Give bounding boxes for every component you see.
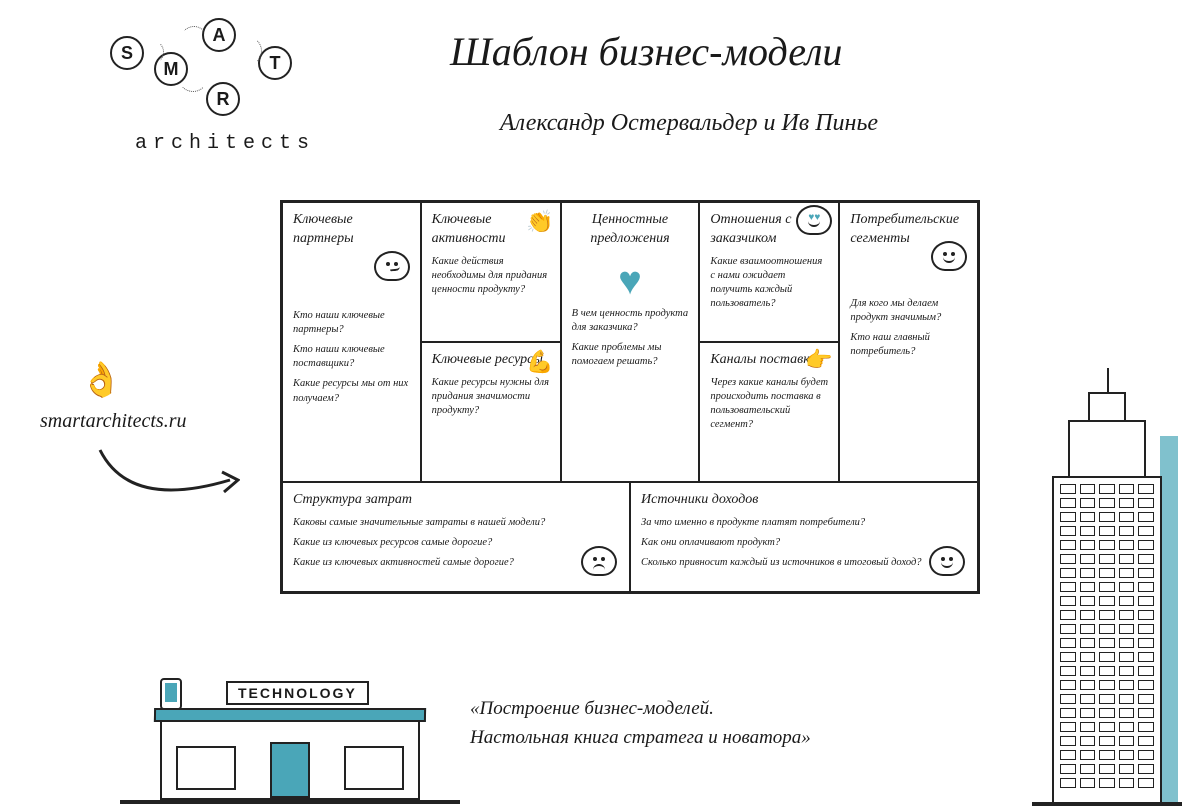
revenue-q3: Сколько привносит каждый из источников в… [641,556,967,570]
partners-q3: Какие ресурсы мы от них получаем? [293,377,410,405]
costs-title: Структура затрат [293,491,619,510]
cell-relations: Отношения с заказчиком Какие взаимоотнош… [699,202,839,342]
costs-q3: Какие из ключевых активностей самые доро… [293,556,619,570]
logo-letter-t: T [258,46,292,80]
store-sign: TECHNOLOGY [226,681,369,705]
partners-q2: Кто наши ключевые поставщики? [293,343,410,371]
partners-title: Ключевые партнеры [293,211,410,249]
logo-letter-r: R [206,82,240,116]
cell-segments: Потребительские сегменты Для кого мы дел… [839,202,978,482]
activities-q1: Какие действия необходимы для придания ц… [432,255,550,298]
smirk-face-icon [374,251,410,286]
page-subtitle: Александр Остервальдер и Ив Пинье [500,110,878,137]
resources-q1: Какие ресурсы нужны для придания значимо… [432,376,550,419]
cell-value: Ценностные предложения ♥ В чем ценность … [561,202,700,482]
cell-resources: Ключевые ресурсы 💪 Какие ресурсы нужны д… [421,342,561,482]
revenue-q1: За что именно в продукте платят потребит… [641,516,967,530]
value-title: Ценностные предложения [572,211,689,249]
relations-q1: Какие взаимоотношения с нами ожидает пол… [710,255,828,312]
sad-face-icon [581,546,617,581]
cell-channels: Каналы поставки 👉 Через какие каналы буд… [699,342,839,482]
logo-word: architects [110,132,340,155]
cell-costs: Структура затрат Каковы самые значительн… [282,482,630,592]
book-quote: «Построение бизнес-моделей. Настольная к… [470,695,950,752]
costs-q1: Каковы самые значительные затраты в наше… [293,516,619,530]
business-model-canvas: Ключевые партнеры Кто наши ключевые парт… [280,200,980,594]
revenue-title: Источники доходов [641,491,967,510]
cell-revenue: Источники доходов За что именно в продук… [630,482,978,592]
technology-store-illustration: TECHNOLOGY [160,678,420,804]
website-url: smartarchitects.ru [40,410,186,433]
store-body [160,714,420,800]
ok-hand-icon: 👌 [80,360,122,400]
tower-windows [1060,484,1154,798]
arrow-icon [90,440,240,520]
cell-activities: Ключевые активности 👏 Какие действия нео… [421,202,561,342]
segments-q2: Кто наш главный потребитель? [850,331,967,359]
skyscraper-illustration [1042,366,1172,806]
revenue-q2: Как они оплачивают продукт? [641,536,967,550]
happy-face-icon [929,546,965,581]
logo: S M A R T architects [110,18,340,155]
value-q1: В чем ценность продукта для заказчика? [572,307,689,335]
heart-icon: ♥ [572,261,689,301]
phone-icon [160,678,182,710]
heart-eyes-face-icon [796,205,832,240]
channels-q1: Через какие каналы будет происходить пос… [710,376,828,433]
muscle-icon: 💪 [526,347,553,377]
value-q2: Какие проблемы мы помогаем решать? [572,341,689,369]
logo-letter-s: S [110,36,144,70]
cell-partners: Ключевые партнеры Кто наши ключевые парт… [282,202,421,482]
page-title: Шаблон бизнес-модели [450,28,842,75]
pointing-hand-icon: 👉 [805,345,832,375]
quote-line-2: Настольная книга стратега и новатора» [470,724,950,753]
quote-line-1: «Построение бизнес-моделей. [470,695,950,724]
clap-icon: 👏 [526,207,553,237]
costs-q2: Какие из ключевых ресурсов самые дорогие… [293,536,619,550]
logo-bubbles: S M A R T [110,18,340,128]
segments-q1: Для кого мы делаем продукт значимым? [850,297,967,325]
partners-q1: Кто наши ключевые партнеры? [293,309,410,337]
smile-face-icon [931,241,967,276]
